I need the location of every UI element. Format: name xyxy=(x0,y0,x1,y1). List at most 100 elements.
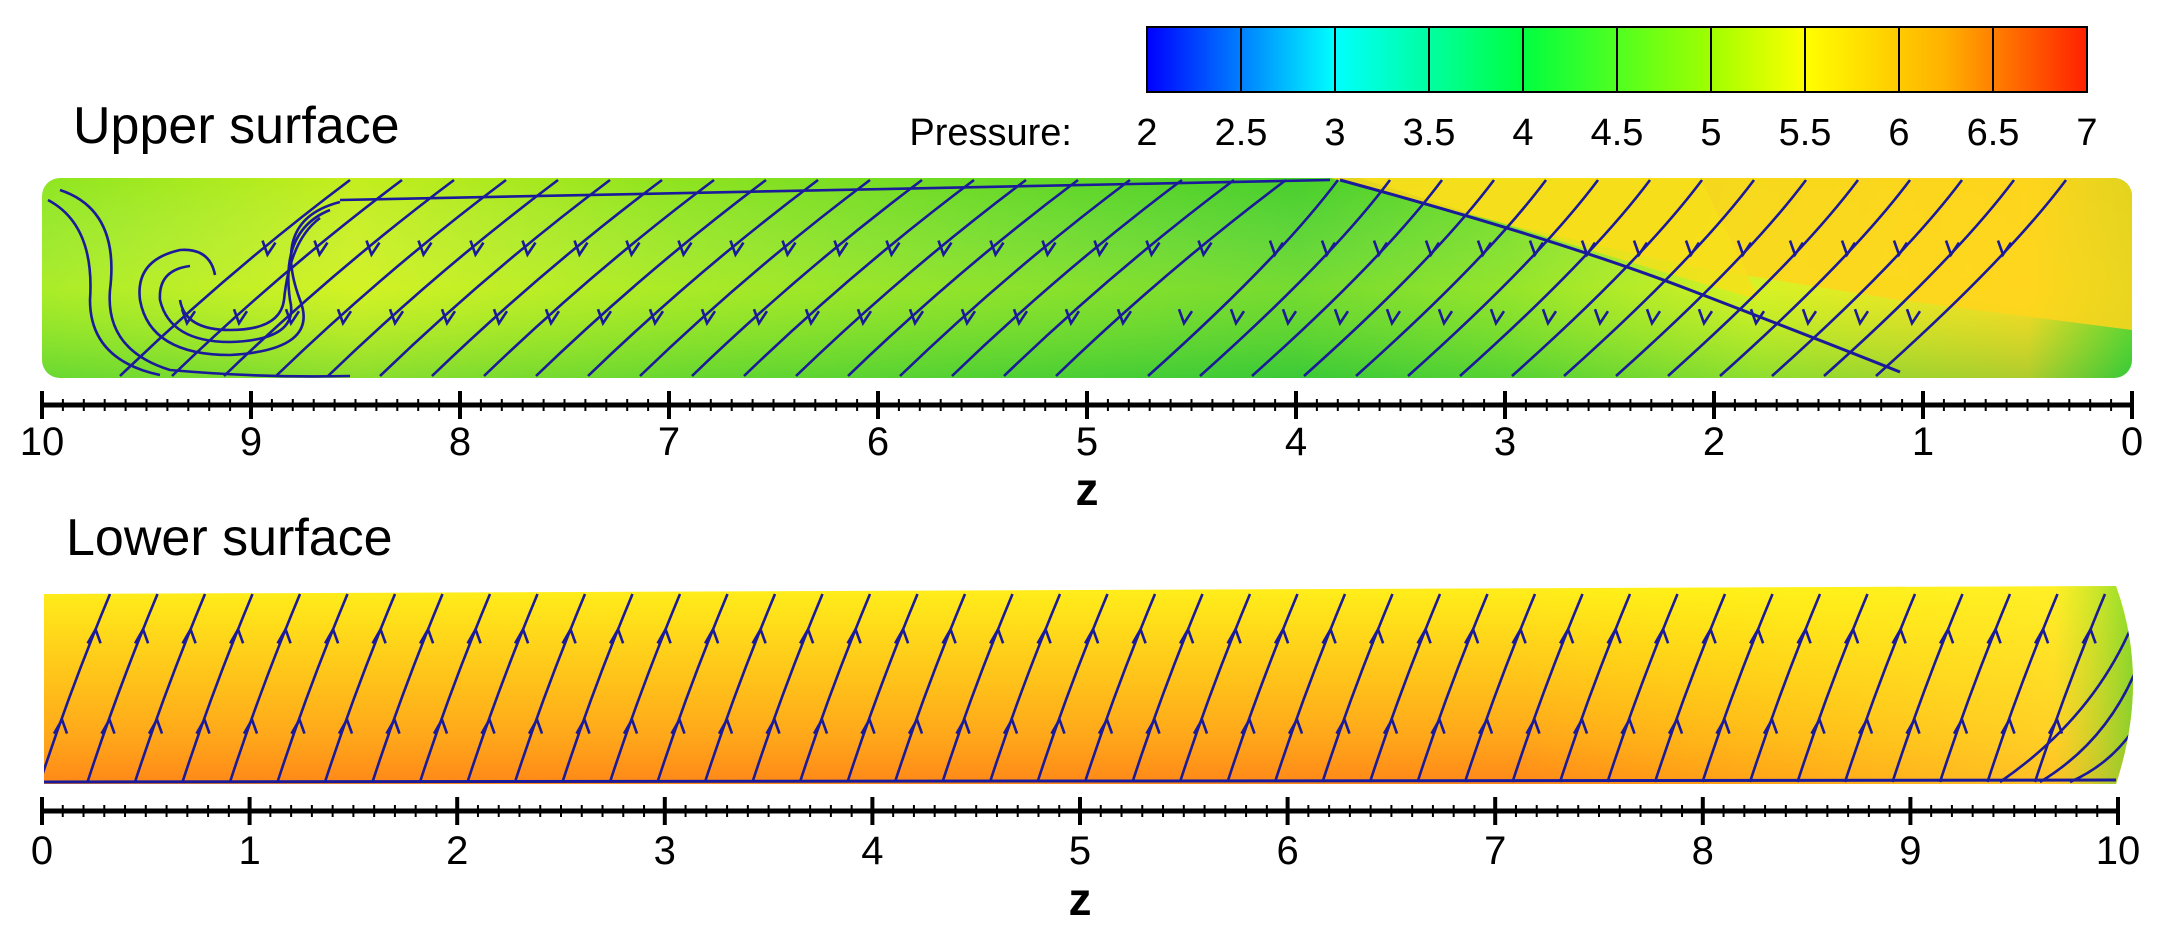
colorbar-tick-label: 6 xyxy=(1888,112,1909,154)
lower-streamline-arrow xyxy=(907,716,924,735)
upper-streamline xyxy=(1303,179,1496,377)
lower-streamline-arrow xyxy=(418,626,435,645)
lower-axis-ticks: 0 1 2 3 4 5 6 7 8 9 10 xyxy=(31,797,2140,873)
upper-streamline-arrow xyxy=(648,308,665,327)
colorbar: Pressure: 2 2.5 3 3.5 4 4.5 5 5.5 6 6.5 7 xyxy=(909,26,2098,154)
upper-streamline xyxy=(327,178,559,377)
lower-streamline xyxy=(608,593,682,783)
upper-streamline-arrow xyxy=(1528,240,1545,258)
upper-streamline xyxy=(899,178,1131,377)
axis-tick-label: 3 xyxy=(1494,420,1516,464)
upper-streamline-arrow xyxy=(1489,308,1506,327)
upper-streamline xyxy=(847,178,1079,377)
upper-axis-ticks: 10 9 8 7 6 5 4 3 2 1 0 xyxy=(20,391,2143,464)
lower-streamline-arrow xyxy=(1368,626,1385,645)
axis-tick-label: 3 xyxy=(654,829,676,873)
upper-swirl-streamline xyxy=(178,216,321,332)
lower-streamline-arrow xyxy=(1273,626,1290,645)
upper-streamline-arrow xyxy=(1041,240,1057,258)
upper-swirl-streamline xyxy=(339,178,1331,202)
lower-streamline xyxy=(1226,593,1299,783)
upper-swirl-streamline xyxy=(138,200,341,357)
lower-streamline xyxy=(133,593,207,783)
upper-streamline-arrow xyxy=(417,240,433,258)
lower-streamline xyxy=(1511,593,1584,783)
lower-streamline-arrow xyxy=(1477,716,1494,735)
colorbar-tick-label: 3 xyxy=(1324,112,1345,154)
colorbar-tick-label: 6.5 xyxy=(1967,112,2020,154)
upper-streamline xyxy=(639,178,871,377)
axis-tick-label: 0 xyxy=(2121,420,2143,464)
lower-streamline-arrow xyxy=(1511,626,1527,645)
lower-streamline-arrow xyxy=(1335,716,1351,735)
lower-streamline-arrow xyxy=(1226,626,1242,645)
lower-streamline-arrow xyxy=(765,716,781,735)
upper-streamline-arrow xyxy=(1424,240,1441,258)
lower-streamline-arrow xyxy=(1952,716,1969,735)
lower-streamline-arrow xyxy=(133,626,150,645)
lower-streamline-arrow xyxy=(290,716,306,735)
lower-streamline-arrow xyxy=(1620,716,1636,735)
lower-streamline xyxy=(703,593,777,783)
lower-streamline-arrow xyxy=(561,626,577,645)
upper-streamline-arrow xyxy=(1268,240,1285,258)
axis-tick-label: 1 xyxy=(238,829,260,873)
upper-streamline-arrow xyxy=(544,308,561,327)
axis-tick-label: 6 xyxy=(1276,829,1298,873)
lower-streamline-arrow xyxy=(1002,716,1019,735)
lower-streamline-arrow xyxy=(466,626,482,645)
lower-streamline-arrow xyxy=(337,716,354,735)
lower-streamline-arrow xyxy=(1050,716,1066,735)
lower-streamline-arrow xyxy=(1905,716,1921,735)
lower-streamline-arrow xyxy=(1382,716,1399,735)
upper-streamline-arrow xyxy=(1684,240,1701,258)
lower-streamline-arrow xyxy=(2047,716,2064,735)
lower-streamline xyxy=(181,593,254,783)
axis-tick-label: 0 xyxy=(31,829,53,873)
upper-streamline xyxy=(1199,179,1392,377)
upper-streamline-arrow xyxy=(573,240,589,258)
lower-streamline-arrow xyxy=(181,626,197,645)
colorbar-tick-label: 4 xyxy=(1512,112,1533,154)
colorbar-tick-labels: 2 2.5 3 3.5 4 4.5 5 5.5 6 6.5 7 xyxy=(1136,112,2097,154)
lower-streamline xyxy=(1036,593,1109,783)
upper-streamline-arrow xyxy=(856,308,873,327)
lower-streamline xyxy=(1321,593,1394,783)
upper-streamline-arrow xyxy=(1197,240,1213,258)
lower-axis-label: z xyxy=(1069,873,1092,925)
upper-streamline-arrow xyxy=(1064,308,1081,327)
upper-streamline-arrow xyxy=(1788,240,1805,258)
lower-streamline xyxy=(798,593,872,783)
lower-streamline-arrow xyxy=(893,626,910,645)
upper-streamline-arrow xyxy=(677,240,693,258)
lower-streamline-arrow xyxy=(860,716,876,735)
upper-streamline-arrow xyxy=(1229,308,1246,327)
lower-edge-streamline xyxy=(2069,709,2133,784)
lower-streamline-arrow xyxy=(988,626,1005,645)
axis-tick-label: 5 xyxy=(1076,420,1098,464)
axis-tick-label: 7 xyxy=(1484,829,1506,873)
colorbar-tick-label: 4.5 xyxy=(1591,112,1644,154)
lower-edge-streamline xyxy=(1999,629,2132,784)
lower-streamline-arrow xyxy=(1762,716,1779,735)
lower-streamline-arrow xyxy=(955,716,971,735)
upper-streamline xyxy=(223,178,455,377)
upper-streamline-arrow xyxy=(1697,308,1714,327)
lower-streamline xyxy=(1416,593,1489,783)
lower-streamline-arrow xyxy=(1891,626,1907,645)
upper-streamline-arrow xyxy=(1645,308,1662,327)
lower-streamline-arrow xyxy=(941,626,957,645)
upper-streamline-arrow xyxy=(1632,240,1649,258)
lower-streamline-arrow xyxy=(1178,626,1195,645)
upper-surface-panel: Upper surface 10 9 8 7 6 5 4 3 2 1 0 z xyxy=(20,97,2143,515)
upper-streamline-arrow xyxy=(261,240,277,258)
upper-streamlines xyxy=(47,178,2068,378)
axis-tick-label: 8 xyxy=(449,420,471,464)
lower-streamline xyxy=(561,593,634,783)
upper-streamline-arrow xyxy=(388,308,405,327)
lower-streamline-arrow xyxy=(52,716,69,735)
upper-streamline-arrow xyxy=(908,308,925,327)
upper-streamline-arrow xyxy=(492,308,509,327)
lower-streamline-arrow xyxy=(242,716,259,735)
lower-streamline xyxy=(2033,593,2107,783)
